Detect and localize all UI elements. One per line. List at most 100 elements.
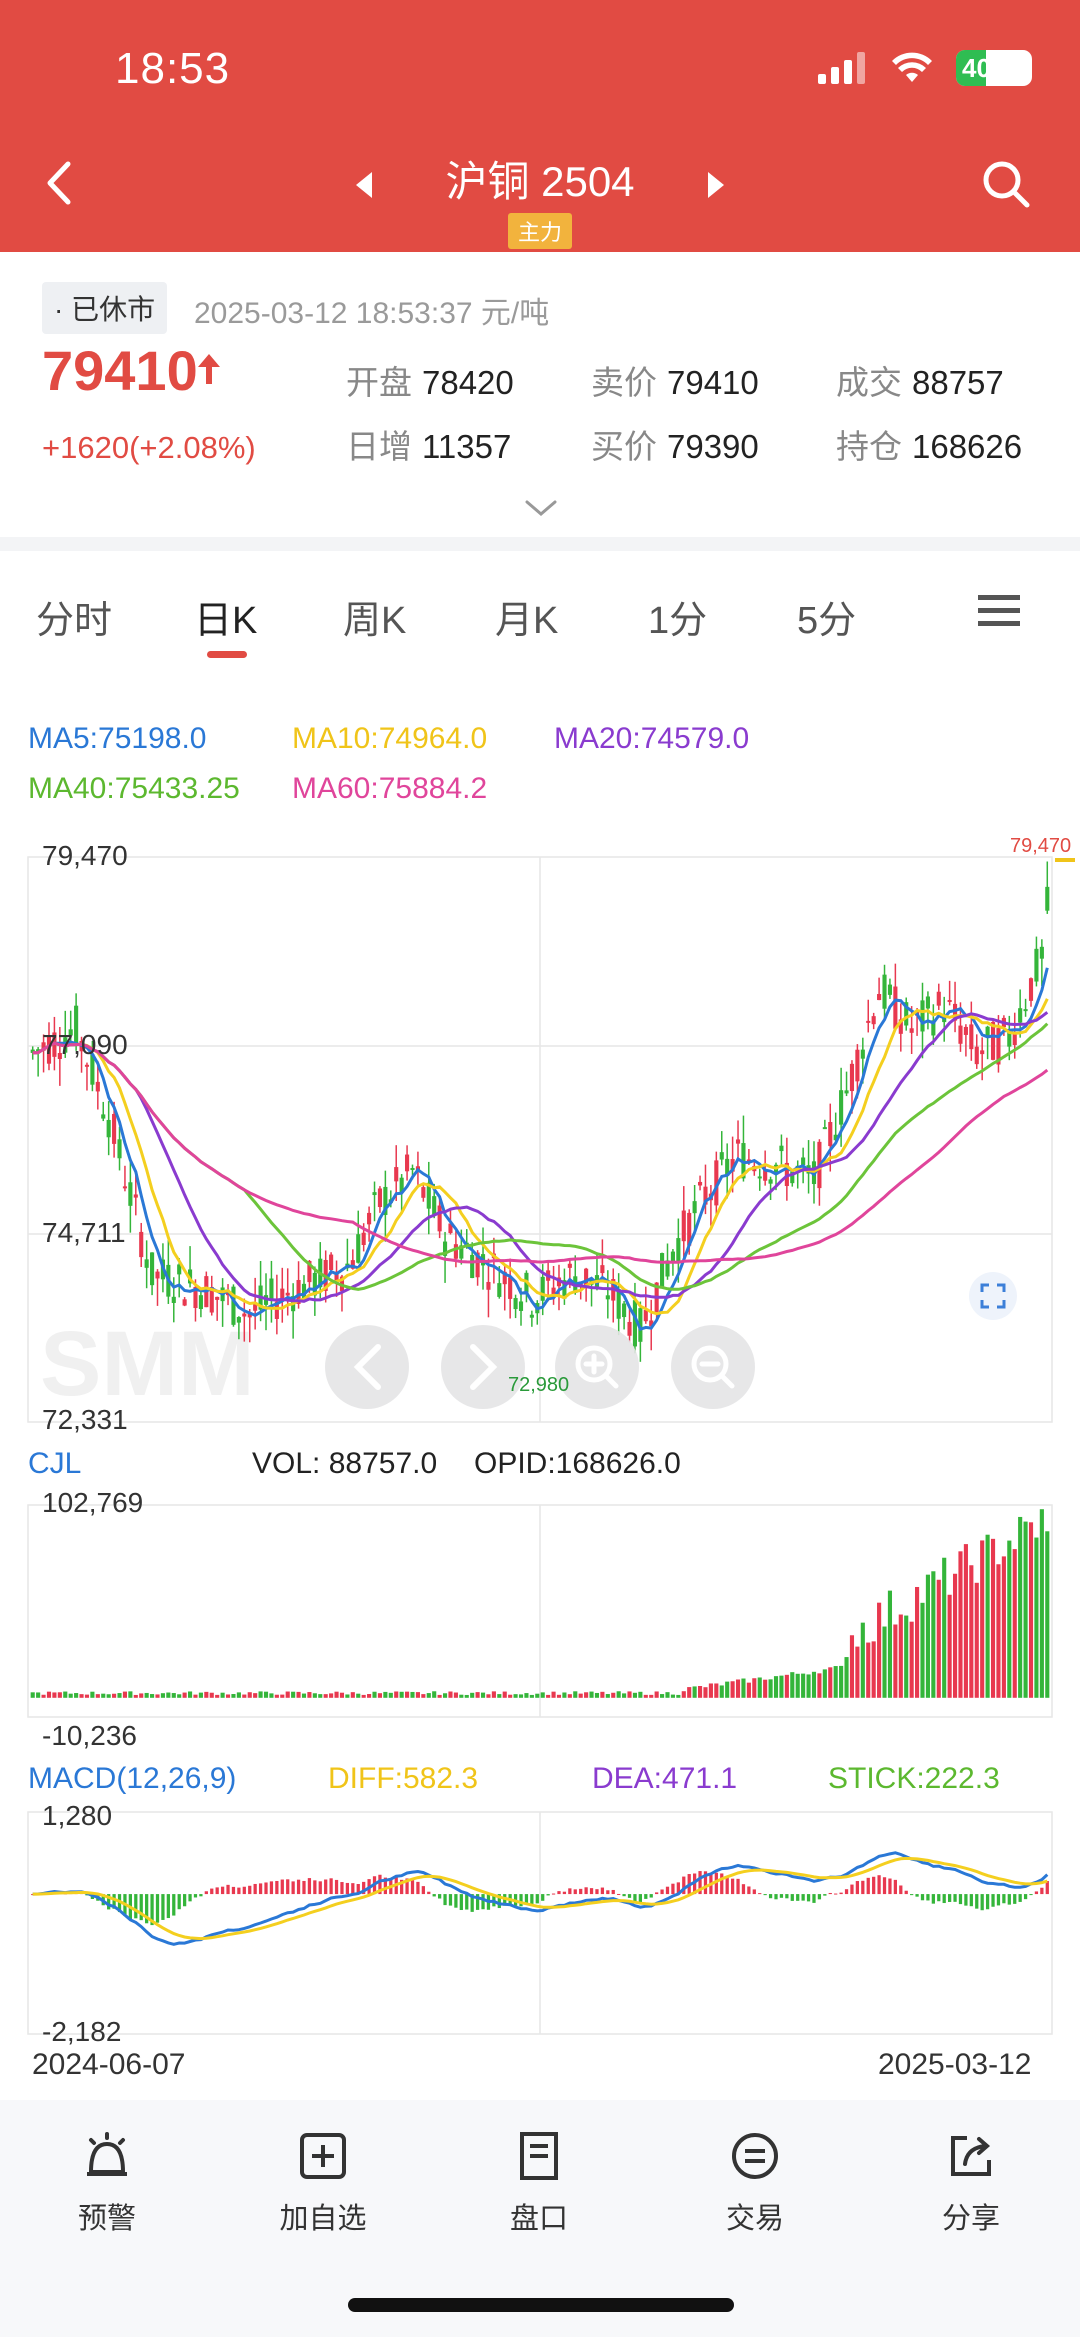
volume-bar (329, 1693, 334, 1698)
candle-body (128, 1182, 133, 1206)
fullscreen-icon[interactable] (969, 1272, 1017, 1320)
candle-body (253, 1302, 258, 1311)
volume-bar (844, 1657, 849, 1698)
volume-bar (942, 1557, 947, 1698)
macd-stick-bar (980, 1894, 984, 1911)
menu-icon[interactable] (978, 593, 1020, 629)
macd-stick-bar (405, 1878, 409, 1895)
volume-bar (622, 1693, 627, 1698)
volume-bar (649, 1694, 654, 1698)
volume-bar (909, 1621, 914, 1698)
volume-bar (725, 1681, 730, 1698)
volume-bar (475, 1692, 480, 1698)
volume-bar (779, 1675, 784, 1698)
scroll-left-button[interactable] (325, 1325, 409, 1409)
tab-5min[interactable]: 5分 (797, 600, 857, 642)
macd-stick-bar (850, 1884, 854, 1895)
volume-bar (833, 1666, 838, 1698)
date-axis-end: 2025-03-12 (878, 2048, 1032, 2081)
stat-key: 开盘 (346, 364, 412, 401)
volume-bar (952, 1573, 958, 1698)
macd-stick-bar (633, 1894, 637, 1902)
bottom-action-bar: 预警 加自选 盘口 交易 分享 (0, 2100, 1080, 2337)
tab-1min[interactable]: 1分 (648, 600, 708, 642)
candle-body (665, 1260, 670, 1277)
candle-body (643, 1309, 648, 1322)
date-axis-start: 2024-06-07 (32, 2048, 186, 2081)
macd-stick-bar (861, 1880, 865, 1895)
volume-bar (90, 1691, 95, 1698)
back-icon[interactable] (40, 158, 80, 208)
tab-weekly-k[interactable]: 周K (343, 600, 407, 642)
macd-stick-bar (649, 1894, 653, 1898)
zoom-out-button[interactable] (671, 1325, 755, 1409)
macd-stick-bar (448, 1894, 453, 1906)
macd-stick-bar (1018, 1894, 1022, 1902)
price-up-arrow-icon (198, 354, 220, 384)
active-tab-indicator (207, 651, 247, 658)
search-icon[interactable] (980, 158, 1032, 210)
volume-bar (578, 1693, 583, 1698)
volume-bar (383, 1691, 388, 1698)
volume-bar (263, 1691, 269, 1698)
previous-contract-icon[interactable] (352, 170, 376, 200)
order-book-button[interactable]: 盘口 (484, 2130, 594, 2237)
macd-stick-bar (758, 1893, 762, 1895)
candle-body (177, 1264, 182, 1275)
candle-body (112, 1113, 117, 1144)
macd-stick-bar (237, 1887, 241, 1895)
candle-body (117, 1139, 122, 1159)
page-title: 沪铜 2504 (445, 158, 635, 205)
macd-stick-bar (481, 1894, 485, 1910)
tab-daily-k[interactable]: 日K (194, 600, 258, 642)
volume-bar (584, 1692, 589, 1698)
macd-stick-bar (617, 1893, 621, 1895)
tab-monthly-k[interactable]: 月K (495, 600, 559, 642)
macd-stick-bar (801, 1894, 805, 1901)
scroll-right-button[interactable] (441, 1325, 525, 1409)
volume-bar (822, 1669, 827, 1698)
volume-bar (193, 1694, 198, 1698)
tab-intraday[interactable]: 分时 (36, 600, 113, 642)
volume-bar (426, 1693, 431, 1698)
next-contract-icon[interactable] (704, 170, 728, 200)
candle-body (399, 1177, 404, 1193)
candle-body (236, 1317, 241, 1323)
volume-bar (1007, 1540, 1012, 1698)
candle-body (432, 1196, 437, 1216)
candle-body (855, 1049, 860, 1082)
candle-body (307, 1260, 312, 1283)
stat-bid: 买价 79390 (591, 420, 759, 468)
volume-bar (30, 1692, 35, 1698)
macd-stick-bar (725, 1876, 729, 1895)
volume-bar (1018, 1516, 1023, 1698)
candle-body (84, 1064, 90, 1067)
chevron-down-icon[interactable] (524, 498, 558, 518)
macd-stick-bar (199, 1894, 203, 1897)
volume-bar (95, 1694, 100, 1698)
macd-stick-bar (915, 1894, 919, 1897)
candle-body (649, 1320, 654, 1327)
alert-button[interactable]: 预警 (52, 2130, 162, 2237)
candle-body (312, 1272, 317, 1296)
zoom-in-button[interactable] (555, 1325, 639, 1409)
macd-stick-bar (627, 1894, 632, 1898)
volume-bar (486, 1694, 491, 1698)
signal-icon (818, 52, 865, 84)
candle-body (144, 1259, 149, 1268)
add-watchlist-button[interactable]: 加自选 (268, 2130, 378, 2237)
macd-stick-bar (541, 1894, 545, 1901)
candle-body (242, 1313, 247, 1317)
macd-stick-bar (134, 1894, 138, 1919)
volume-bar (291, 1691, 296, 1698)
trade-button[interactable]: 交易 (700, 2130, 810, 2237)
share-button[interactable]: 分享 (916, 2130, 1026, 2237)
stat-value: 79390 (667, 428, 759, 465)
macd-stick-bar (258, 1883, 263, 1895)
candle-body (41, 1042, 46, 1051)
candle-body (676, 1238, 681, 1264)
candle-body (746, 1159, 751, 1162)
volume-bar (969, 1565, 974, 1698)
kline-chart[interactable]: SMM (0, 0, 1080, 2100)
volume-bar (773, 1676, 779, 1698)
